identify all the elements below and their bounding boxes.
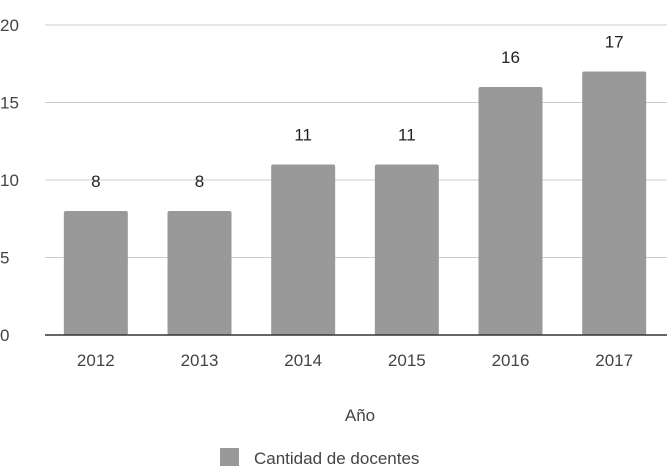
- data-label-2015: 11: [398, 126, 416, 145]
- y-tick-label: 20: [0, 16, 19, 35]
- bar-2013: [167, 211, 232, 335]
- bar-2015: [374, 164, 439, 335]
- data-label-2012: 8: [91, 172, 100, 191]
- x-tick-label-2014: 2014: [284, 351, 322, 370]
- x-tick-label-2016: 2016: [492, 351, 530, 370]
- x-tick-label-2017: 2017: [595, 351, 633, 370]
- y-tick-label: 15: [0, 94, 19, 113]
- bars: [63, 71, 647, 335]
- data-label-2013: 8: [195, 172, 204, 191]
- bar-2017: [582, 71, 647, 335]
- legend-label: Cantidad de docentes: [254, 449, 419, 466]
- y-tick-label: 0: [0, 326, 9, 345]
- grid-lines: [45, 24, 667, 258]
- x-tick-label-2015: 2015: [388, 351, 426, 370]
- legend-swatch: [220, 448, 239, 467]
- x-axis-title: Año: [345, 406, 375, 425]
- x-tick-labels: 2012 2013 2014 2015 2016 2017: [77, 351, 633, 370]
- y-tick-label: 10: [0, 171, 19, 190]
- data-label-2017: 17: [605, 33, 624, 52]
- data-label-2016: 16: [501, 48, 520, 67]
- bar-2016: [478, 87, 543, 335]
- bar-2014: [271, 164, 336, 335]
- data-label-2014: 11: [294, 126, 312, 145]
- bar-2012: [63, 211, 128, 335]
- y-tick-labels: 0 5 10 15 20: [0, 16, 19, 345]
- legend: Cantidad de docentes: [220, 448, 419, 468]
- x-tick-label-2012: 2012: [77, 351, 115, 370]
- x-tick-label-2013: 2013: [181, 351, 219, 370]
- y-tick-label: 5: [0, 249, 9, 268]
- data-labels: 8 8 11 11 16 17: [91, 33, 624, 192]
